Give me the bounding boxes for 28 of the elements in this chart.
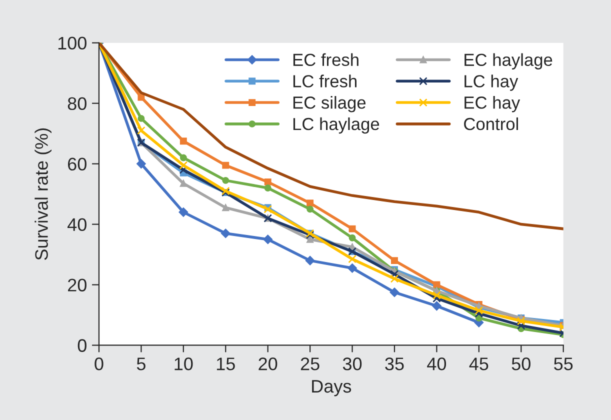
x-tick-label: 25	[300, 358, 320, 370]
legend-label: EC haylage	[464, 53, 552, 70]
legend-label: LC fresh	[293, 74, 356, 88]
legend-label: EC fresh	[293, 53, 358, 66]
x-tick-label: 5	[136, 358, 146, 370]
y-axis-title: Survival rate (%)	[34, 128, 52, 260]
legend-label: EC hay	[464, 96, 520, 112]
y-tick-label: 20	[68, 278, 86, 292]
x-tick-label: 50	[512, 358, 530, 370]
y-tick-label: 0	[78, 339, 86, 352]
x-tick-label: 30	[342, 358, 362, 370]
x-tick-label: 45	[469, 358, 488, 370]
x-tick-label: 15	[216, 358, 235, 370]
legend-label: LC hay	[464, 74, 518, 91]
x-axis-title: Days	[312, 380, 352, 396]
x-tick-label: 10	[174, 358, 193, 370]
y-tick-label: 80	[68, 97, 86, 110]
x-tick-label: 55	[554, 358, 573, 370]
y-tick-label: 100	[58, 36, 86, 50]
x-tick-label: 35	[385, 358, 404, 370]
y-tick-label: 60	[68, 158, 86, 171]
x-tick-label: 20	[258, 358, 278, 370]
legend-label: LC haylage	[293, 117, 380, 134]
x-tick-label: 0	[94, 358, 104, 370]
legend-label: EC silage	[293, 96, 366, 112]
y-tick-label: 40	[68, 218, 86, 231]
legend-label: Control	[464, 117, 518, 130]
x-tick-label: 40	[427, 358, 446, 370]
